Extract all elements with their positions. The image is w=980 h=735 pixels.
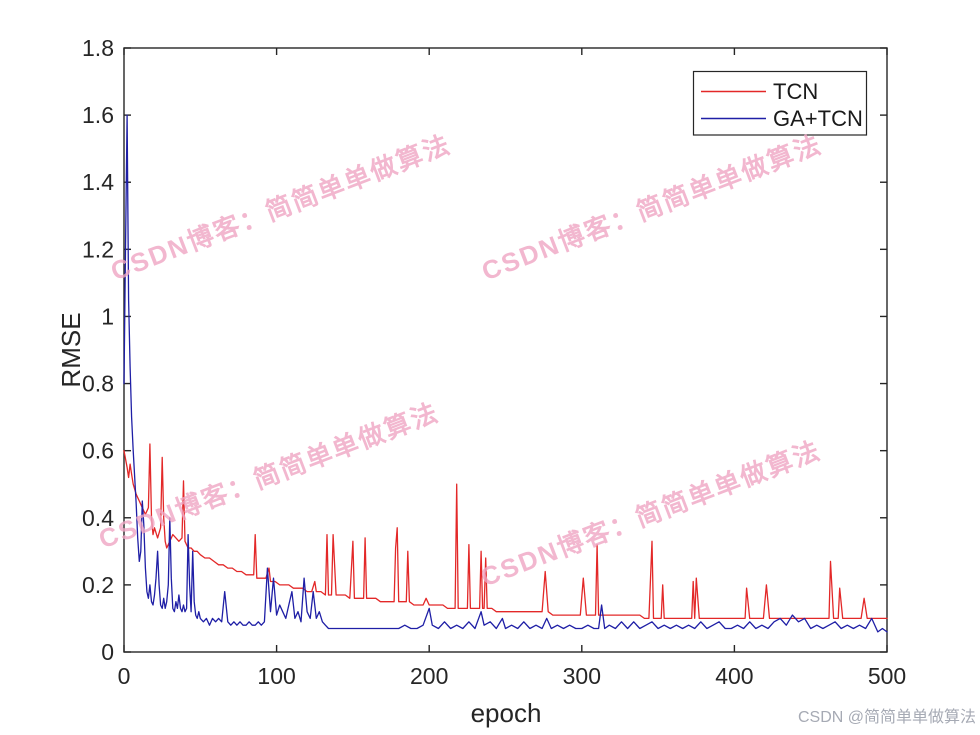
y-tick-label: 1	[101, 303, 114, 329]
legend-label-tcn: TCN	[773, 79, 818, 104]
x-tick-label: 500	[868, 663, 906, 689]
y-tick-label: 1.4	[82, 169, 114, 195]
x-tick-label: 100	[257, 663, 295, 689]
diagonal-watermark-3: CSDN博客：简简单单做算法	[95, 397, 443, 555]
x-tick-label: 200	[410, 663, 448, 689]
corner-watermark: CSDN @简简单单做算法	[798, 707, 976, 726]
y-tick-label: 0.6	[82, 438, 114, 464]
y-tick-label: 1.8	[82, 35, 114, 61]
x-axis-label: epoch	[471, 698, 542, 728]
diagonal-watermark-1: CSDN博客：简简单单做算法	[107, 129, 455, 287]
y-tick-label: 0	[101, 639, 114, 665]
legend-label-ga-tcn: GA+TCN	[773, 106, 863, 131]
y-tick-label: 1.2	[82, 236, 114, 262]
x-tick-label: 0	[118, 663, 131, 689]
y-ticks	[124, 47, 887, 653]
series-line-0	[123, 443, 888, 620]
legend: TCN GA+TCN	[692, 70, 868, 136]
x-tick-label: 400	[715, 663, 753, 689]
legend-box	[692, 70, 868, 136]
x-tick-labels: 0 100 200 300 400 500	[118, 663, 907, 689]
y-tick-label: 0.4	[82, 505, 114, 531]
y-tick-label: 0.8	[82, 371, 114, 397]
y-tick-label: 0.2	[82, 572, 114, 598]
x-tick-label: 300	[563, 663, 601, 689]
x-ticks	[123, 48, 888, 652]
y-tick-label: 1.6	[82, 102, 114, 128]
y-axis-label: RMSE	[56, 312, 86, 387]
series-line-1	[123, 114, 888, 633]
y-tick-labels: 0 0.2 0.4 0.6 0.8 1 1.2 1.4 1.6 1.8	[82, 35, 114, 665]
diagonal-watermark-2: CSDN博客：简简单单做算法	[478, 129, 826, 287]
